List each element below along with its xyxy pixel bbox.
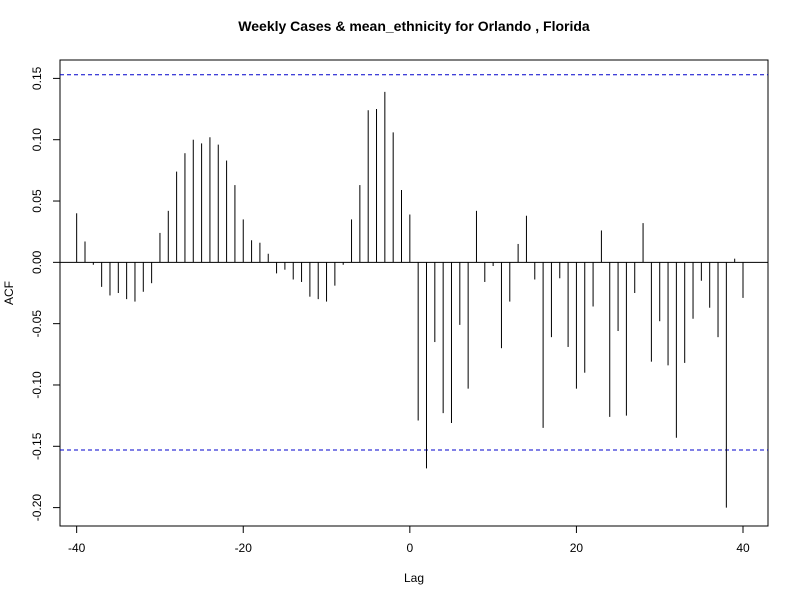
y-tick-label: -0.05 bbox=[30, 310, 44, 338]
y-tick-label: -0.20 bbox=[30, 494, 44, 522]
y-tick-label: 0.05 bbox=[30, 189, 44, 213]
x-axis-label: Lag bbox=[404, 571, 424, 585]
x-tick-label: 40 bbox=[736, 541, 750, 555]
y-tick-label: -0.10 bbox=[30, 371, 44, 399]
y-axis-label: ACF bbox=[2, 281, 16, 305]
chart-title: Weekly Cases & mean_ethnicity for Orland… bbox=[238, 18, 590, 34]
x-tick-label: -40 bbox=[68, 541, 86, 555]
y-tick-label: 0.10 bbox=[30, 128, 44, 152]
y-tick-label: 0.00 bbox=[30, 250, 44, 274]
plot-frame bbox=[59, 59, 769, 527]
x-tick-label: -20 bbox=[235, 541, 253, 555]
axes: -40 -20 0 20 40 -0.20 -0.15 -0.10 -0.05 0.00 0.05 0… bbox=[30, 66, 750, 555]
y-tick-label: 0.15 bbox=[30, 66, 44, 90]
x-tick-label: 20 bbox=[570, 541, 584, 555]
y-tick-label: -0.15 bbox=[30, 432, 44, 460]
x-tick-label: 0 bbox=[406, 541, 413, 555]
acf-marks bbox=[60, 74, 768, 508]
